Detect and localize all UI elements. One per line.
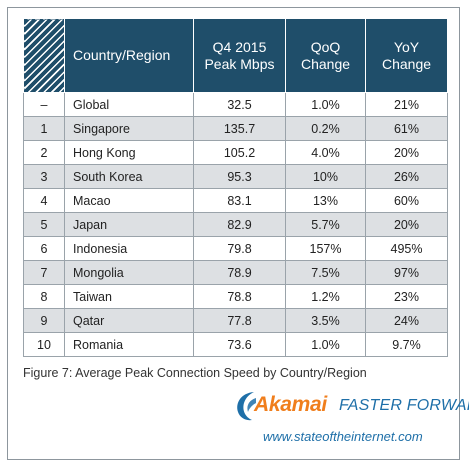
speed-cell: 95.3 [193, 164, 286, 189]
yoy-cell: 23% [365, 284, 448, 309]
header-speed: Q4 2015 Peak Mbps [193, 18, 286, 93]
yoy-cell: 26% [365, 164, 448, 189]
qoq-cell: 157% [285, 236, 366, 261]
akamai-logo: Akamai FASTER FORWARD [232, 389, 469, 423]
speed-cell: 32.5 [193, 92, 286, 117]
speed-cell: 135.7 [193, 116, 286, 141]
website-link[interactable]: www.stateoftheinternet.com [263, 429, 423, 444]
header-speed-line1: Q4 2015 [212, 38, 267, 55]
yoy-cell: 60% [365, 188, 448, 213]
rank-cell: 8 [23, 284, 65, 309]
table-row: 7 Mongolia 78.9 7.5% 97% [23, 260, 448, 285]
table-row: 2 Hong Kong 105.2 4.0% 20% [23, 140, 448, 165]
country-cell: Indonesia [64, 236, 194, 261]
qoq-cell: 5.7% [285, 212, 366, 237]
figure-caption: Figure 7: Average Peak Connection Speed … [23, 366, 367, 380]
peak-speed-table: Country/Region Q4 2015 Peak Mbps QoQ Cha… [23, 18, 448, 357]
country-cell: Japan [64, 212, 194, 237]
speed-cell: 83.1 [193, 188, 286, 213]
table-row: – Global 32.5 1.0% 21% [23, 92, 448, 117]
table-row: 3 South Korea 95.3 10% 26% [23, 164, 448, 189]
rank-cell: 3 [23, 164, 65, 189]
header-yoy: YoY Change [365, 18, 448, 93]
logo-tagline: FASTER FORWARD [339, 397, 469, 414]
rank-cell: 9 [23, 308, 65, 333]
header-hatch-cell [23, 18, 65, 93]
qoq-cell: 3.5% [285, 308, 366, 333]
country-cell: Mongolia [64, 260, 194, 285]
qoq-cell: 7.5% [285, 260, 366, 285]
yoy-cell: 9.7% [365, 332, 448, 357]
table-row: 9 Qatar 77.8 3.5% 24% [23, 308, 448, 333]
table-row: 5 Japan 82.9 5.7% 20% [23, 212, 448, 237]
qoq-cell: 1.0% [285, 332, 366, 357]
country-cell: Macao [64, 188, 194, 213]
country-cell: Qatar [64, 308, 194, 333]
country-cell: Hong Kong [64, 140, 194, 165]
qoq-cell: 1.0% [285, 92, 366, 117]
speed-cell: 78.8 [193, 284, 286, 309]
rank-cell: 6 [23, 236, 65, 261]
table-row: 10 Romania 73.6 1.0% 9.7% [23, 332, 448, 357]
speed-cell: 77.8 [193, 308, 286, 333]
qoq-cell: 0.2% [285, 116, 366, 141]
table-row: 6 Indonesia 79.8 157% 495% [23, 236, 448, 261]
qoq-cell: 4.0% [285, 140, 366, 165]
table-header-row: Country/Region Q4 2015 Peak Mbps QoQ Cha… [23, 18, 448, 93]
logo-brand-text: Akamai [254, 393, 327, 416]
akamai-swoosh-icon [237, 392, 256, 421]
header-qoq-line2: Change [300, 55, 351, 72]
yoy-cell: 61% [365, 116, 448, 141]
header-yoy-line1: YoY [393, 38, 420, 55]
country-cell: Singapore [64, 116, 194, 141]
rank-cell: – [23, 92, 65, 117]
header-country: Country/Region [64, 18, 194, 93]
speed-cell: 73.6 [193, 332, 286, 357]
rank-cell: 1 [23, 116, 65, 141]
qoq-cell: 1.2% [285, 284, 366, 309]
table-row: 4 Macao 83.1 13% 60% [23, 188, 448, 213]
rank-cell: 4 [23, 188, 65, 213]
rank-cell: 10 [23, 332, 65, 357]
speed-cell: 78.9 [193, 260, 286, 285]
yoy-cell: 21% [365, 92, 448, 117]
rank-cell: 7 [23, 260, 65, 285]
table-row: 8 Taiwan 78.8 1.2% 23% [23, 284, 448, 309]
rank-cell: 5 [23, 212, 65, 237]
yoy-cell: 20% [365, 212, 448, 237]
country-cell: Romania [64, 332, 194, 357]
header-qoq: QoQ Change [285, 18, 366, 93]
rank-cell: 2 [23, 140, 65, 165]
qoq-cell: 13% [285, 188, 366, 213]
table-row: 1 Singapore 135.7 0.2% 61% [23, 116, 448, 141]
qoq-cell: 10% [285, 164, 366, 189]
speed-cell: 105.2 [193, 140, 286, 165]
country-cell: Taiwan [64, 284, 194, 309]
speed-cell: 82.9 [193, 212, 286, 237]
header-speed-line2: Peak Mbps [204, 55, 275, 72]
table-body: – Global 32.5 1.0% 21% 1 Singapore 135.7 0.2% 61%… [23, 92, 448, 357]
yoy-cell: 97% [365, 260, 448, 285]
yoy-cell: 20% [365, 140, 448, 165]
speed-cell: 79.8 [193, 236, 286, 261]
header-qoq-line1: QoQ [310, 38, 341, 55]
header-yoy-line2: Change [381, 55, 432, 72]
yoy-cell: 24% [365, 308, 448, 333]
country-cell: Global [64, 92, 194, 117]
yoy-cell: 495% [365, 236, 448, 261]
country-cell: South Korea [64, 164, 194, 189]
